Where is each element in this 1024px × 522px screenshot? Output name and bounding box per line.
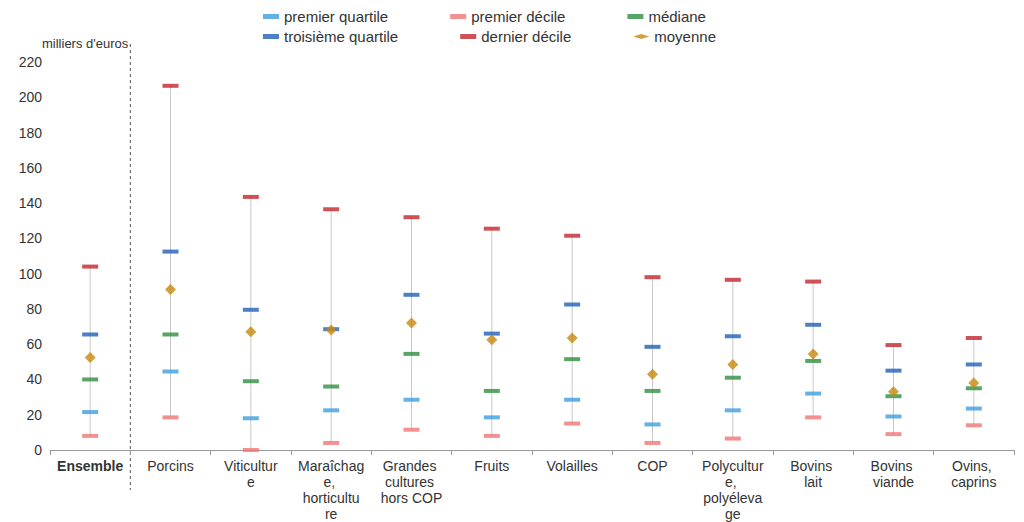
- svg-text:220: 220: [19, 54, 43, 70]
- svg-text:ge: ge: [725, 506, 741, 522]
- svg-text:e,: e,: [323, 474, 339, 490]
- svg-text:100: 100: [19, 266, 43, 282]
- svg-text:Ovins,: Ovins,: [952, 458, 996, 474]
- svg-text:e,: e,: [725, 474, 741, 490]
- svg-text:180: 180: [19, 125, 43, 141]
- svg-text:e: e: [247, 474, 255, 490]
- svg-text:troisième quartile: troisième quartile: [284, 28, 398, 45]
- svg-text:Viticultur: Viticultur: [224, 458, 278, 474]
- svg-text:milliers d'euros: milliers d'euros: [42, 36, 129, 51]
- svg-text:Porcins: Porcins: [147, 458, 194, 474]
- svg-text:80: 80: [26, 301, 42, 317]
- svg-text:premier quartile: premier quartile: [284, 8, 388, 25]
- svg-text:cultures: cultures: [385, 474, 438, 490]
- svg-text:dernier décile: dernier décile: [481, 28, 571, 45]
- svg-text:20: 20: [26, 407, 42, 423]
- svg-text:160: 160: [19, 160, 43, 176]
- svg-text:caprins: caprins: [951, 474, 996, 490]
- svg-text:horticultu: horticultu: [303, 490, 360, 506]
- svg-text:Bovins: Bovins: [790, 458, 836, 474]
- svg-text:premier décile: premier décile: [471, 8, 565, 25]
- svg-text:COP: COP: [637, 458, 667, 474]
- svg-text:120: 120: [19, 230, 43, 246]
- svg-text:Grandes: Grandes: [383, 458, 441, 474]
- svg-text:moyenne: moyenne: [654, 28, 716, 45]
- svg-text:40: 40: [26, 371, 42, 387]
- svg-text:60: 60: [26, 336, 42, 352]
- svg-text:médiane: médiane: [648, 8, 706, 25]
- svg-text:lait: lait: [804, 474, 822, 490]
- svg-text:viande: viande: [873, 474, 914, 490]
- svg-text:hors COP: hors COP: [381, 490, 442, 506]
- svg-text:Ensemble: Ensemble: [57, 458, 123, 474]
- svg-text:polyéleva: polyéleva: [703, 490, 762, 506]
- svg-text:Volailles: Volailles: [546, 458, 597, 474]
- svg-text:re: re: [325, 506, 338, 522]
- svg-text:Maraîchag: Maraîchag: [298, 458, 364, 474]
- svg-text:140: 140: [19, 195, 43, 211]
- svg-text:200: 200: [19, 89, 43, 105]
- svg-text:Polycultur: Polycultur: [702, 458, 764, 474]
- svg-text:0: 0: [34, 442, 42, 458]
- svg-text:Fruits: Fruits: [474, 458, 509, 474]
- svg-text:Bovins: Bovins: [871, 458, 917, 474]
